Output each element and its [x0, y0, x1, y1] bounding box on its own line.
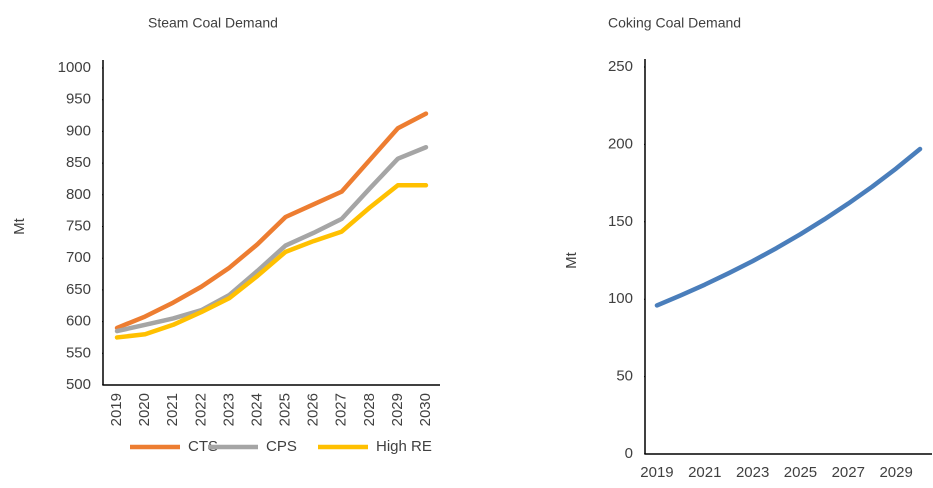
x-tick-label: 2029 — [879, 464, 912, 481]
y-tick-label: 250 — [608, 58, 633, 75]
y-tick-label: 0 — [625, 445, 633, 462]
legend-label: CTS — [188, 438, 218, 455]
y-axis-label: Mt — [563, 251, 580, 268]
x-tick-label: 2027 — [832, 464, 865, 481]
y-tick-label: 200 — [608, 135, 633, 152]
series-line — [114, 183, 429, 340]
y-tick-label: 900 — [66, 122, 91, 139]
y-tick-label: 150 — [608, 213, 633, 230]
y-tick-label: 500 — [66, 376, 91, 393]
y-tick-label: 700 — [66, 249, 91, 266]
y-tick-label: 600 — [66, 313, 91, 330]
y-tick-label: 850 — [66, 154, 91, 171]
chart-title: Coking Coal Demand — [608, 15, 741, 31]
x-tick-label: 2024 — [248, 393, 265, 426]
data-line — [654, 146, 923, 308]
x-tick-label: 2025 — [277, 393, 294, 426]
y-axis-label: Mt — [11, 217, 28, 234]
x-tick-label: 2023 — [736, 464, 769, 481]
series-line — [114, 145, 429, 334]
y-tick-label: 50 — [616, 368, 633, 385]
x-tick-label: 2021 — [688, 464, 721, 481]
x-tick-label: 2019 — [108, 393, 125, 426]
y-tick-label: 550 — [66, 344, 91, 361]
x-tick-label: 2028 — [361, 393, 378, 426]
chart-title: Steam Coal Demand — [148, 15, 278, 31]
y-tick-label: 650 — [66, 281, 91, 298]
x-tick-label: 2023 — [220, 393, 237, 426]
x-tick-label: 2019 — [640, 464, 673, 481]
y-tick-label: 950 — [66, 91, 91, 108]
x-tick-label: 2020 — [136, 393, 153, 426]
y-tick-label: 800 — [66, 186, 91, 203]
x-tick-label: 2027 — [333, 393, 350, 426]
x-tick-label: 2026 — [305, 393, 322, 426]
y-tick-label: 1000 — [58, 59, 91, 76]
x-tick-label: 2029 — [389, 393, 406, 426]
x-tick-label: 2021 — [164, 393, 181, 426]
y-tick-label: 100 — [608, 290, 633, 307]
y-tick-label: 750 — [66, 217, 91, 234]
series-line — [114, 111, 429, 331]
x-tick-label: 2030 — [417, 393, 434, 426]
legend-label: CPS — [266, 438, 297, 455]
x-tick-label: 2025 — [784, 464, 817, 481]
legend-label: High RE — [376, 438, 432, 455]
x-tick-label: 2022 — [192, 393, 209, 426]
